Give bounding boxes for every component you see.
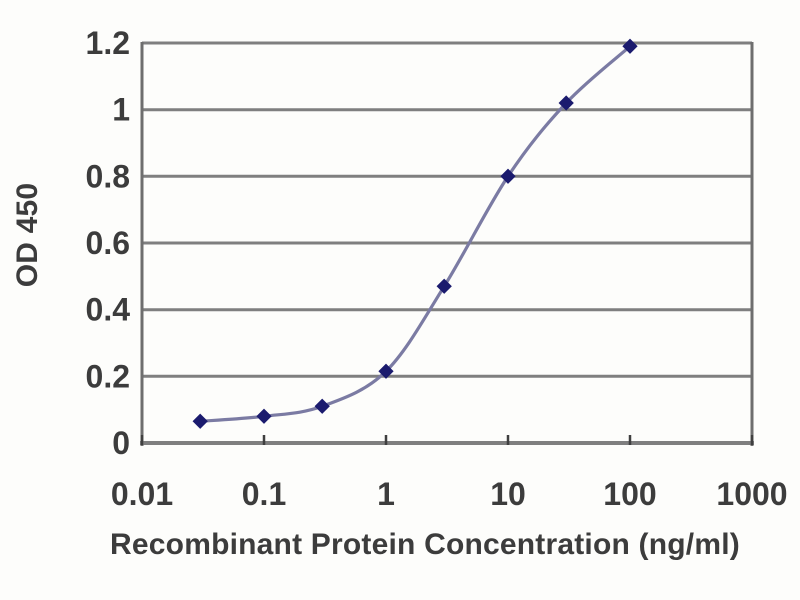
data-point-marker: [314, 398, 330, 414]
x-tick-label: 100: [603, 476, 656, 512]
y-tick-label: 0.2: [86, 358, 130, 394]
y-axis-title: OD 450: [11, 182, 44, 288]
y-tick-label: 1.2: [86, 25, 130, 61]
y-tick-label: 1: [112, 92, 130, 128]
x-tick-label: 1: [377, 476, 395, 512]
y-tick-label: 0: [112, 425, 130, 461]
series-line: [198, 44, 632, 423]
data-point-marker: [192, 413, 208, 429]
data-point-marker: [256, 408, 272, 424]
x-tick-label: 0.1: [242, 476, 286, 512]
x-tick-label: 0.01: [111, 476, 173, 512]
data-point-marker: [436, 278, 452, 294]
y-tick-label: 0.4: [86, 292, 131, 328]
data-point-marker: [622, 38, 638, 54]
y-tick-label: 0.8: [86, 158, 130, 194]
data-point-marker: [558, 95, 574, 111]
x-tick-label: 10: [490, 476, 526, 512]
x-axis-title: Recombinant Protein Concentration (ng/ml…: [110, 528, 740, 561]
y-tick-label: 0.6: [86, 225, 130, 261]
x-tick-label: 1000: [716, 476, 787, 512]
